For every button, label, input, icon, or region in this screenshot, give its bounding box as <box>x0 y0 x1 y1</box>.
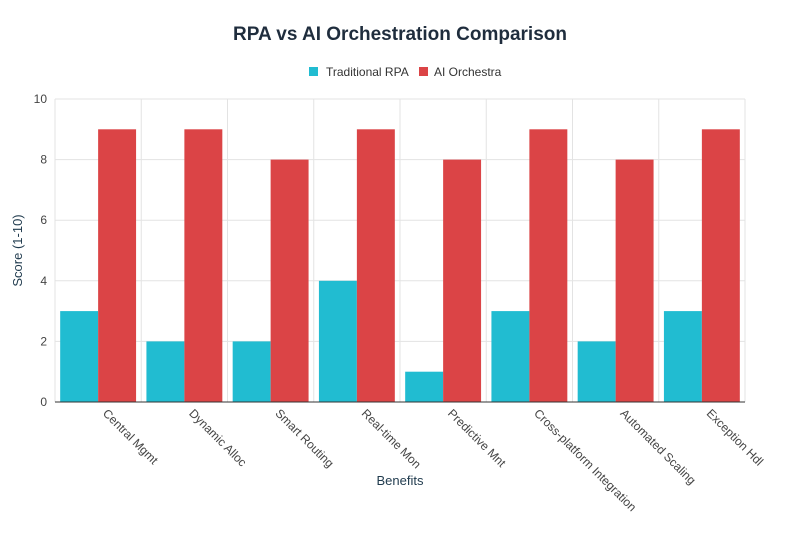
x-axis-ticks: Central Mgmt Dynamic Alloc Smart Routing Re… <box>100 406 766 514</box>
bar-ai-orchestra-cross-platform-integration <box>529 129 568 403</box>
y-tick-label-6: 6 <box>40 213 47 227</box>
chart-title: RPA vs AI Orchestration Comparison <box>233 24 567 45</box>
x-tick-label-smart-routing: Smart Routing <box>273 406 337 470</box>
y-tick-label-2: 2 <box>40 334 47 348</box>
y-axis-ticks: 0 2 4 6 8 10 <box>34 92 48 409</box>
bar-ai-orchestra-predictive-mnt <box>443 159 482 402</box>
x-tick-label-exception-hdl: Exception Hdl <box>704 406 766 468</box>
bar-traditional-rpa-real-time-mon <box>318 280 357 402</box>
bar-traditional-rpa-central-mgmt <box>60 311 99 402</box>
bar-traditional-rpa-exception-hdl <box>663 311 702 402</box>
bar-ai-orchestra-real-time-mon <box>356 129 395 403</box>
x-tick-label-central-mgmt: Central Mgmt <box>100 406 161 467</box>
x-tick-label-real-time-mon: Real-time Mon <box>359 406 424 471</box>
legend-label-ai-orchestra: AI Orchestra <box>434 65 502 79</box>
bars <box>60 129 740 403</box>
y-axis-title: Score (1-10) <box>10 214 25 286</box>
bar-traditional-rpa-cross-platform-integration <box>491 311 530 402</box>
bar-ai-orchestra-dynamic-alloc <box>184 129 223 403</box>
y-tick-label-4: 4 <box>40 274 47 288</box>
legend-swatch-ai-orchestra <box>419 67 428 76</box>
y-tick-label-10: 10 <box>34 92 48 106</box>
legend-swatch-traditional-rpa <box>309 67 318 76</box>
bar-traditional-rpa-predictive-mnt <box>405 371 444 402</box>
bar-traditional-rpa-automated-scaling <box>577 341 616 402</box>
x-tick-label-dynamic-alloc: Dynamic Alloc <box>186 406 249 469</box>
bar-ai-orchestra-automated-scaling <box>615 159 654 402</box>
x-tick-label-cross-platform-integration: Cross-platform Integration <box>531 406 639 514</box>
bar-ai-orchestra-smart-routing <box>270 159 309 402</box>
y-tick-label-8: 8 <box>40 153 47 167</box>
bar-ai-orchestra-central-mgmt <box>98 129 137 403</box>
y-tick-label-0: 0 <box>40 395 47 409</box>
legend-label-traditional-rpa: Traditional RPA <box>326 65 409 79</box>
bar-traditional-rpa-dynamic-alloc <box>146 341 185 402</box>
gridlines <box>54 98 746 402</box>
legend: Traditional RPA AI Orchestra <box>309 65 502 79</box>
x-tick-label-predictive-mnt: Predictive Mnt <box>445 406 509 470</box>
bar-traditional-rpa-smart-routing <box>232 341 271 402</box>
bar-ai-orchestra-exception-hdl <box>701 129 740 403</box>
x-axis-title: Benefits <box>377 473 424 488</box>
x-tick-label-automated-scaling: Automated Scaling <box>618 406 699 487</box>
